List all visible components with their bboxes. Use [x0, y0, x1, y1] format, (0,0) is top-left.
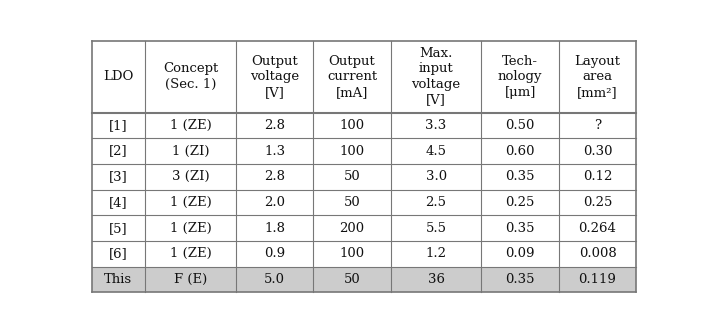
Text: 3.3: 3.3	[425, 119, 447, 132]
Text: [5]: [5]	[109, 222, 128, 235]
Text: 1 (ZE): 1 (ZE)	[170, 222, 212, 235]
Text: Max.
input
voltage
[V]: Max. input voltage [V]	[412, 47, 461, 107]
Text: 5.0: 5.0	[264, 273, 285, 286]
Text: 100: 100	[339, 248, 365, 260]
Text: [4]: [4]	[109, 196, 128, 209]
Text: 0.35: 0.35	[506, 170, 535, 183]
Text: [6]: [6]	[109, 248, 128, 260]
Text: 1.2: 1.2	[425, 248, 447, 260]
Text: 0.50: 0.50	[506, 119, 535, 132]
Text: 5.5: 5.5	[425, 222, 447, 235]
Text: 3 (ZI): 3 (ZI)	[172, 170, 209, 183]
Text: 100: 100	[339, 119, 365, 132]
Text: 2.8: 2.8	[264, 119, 285, 132]
Text: [3]: [3]	[109, 170, 128, 183]
Text: 2.5: 2.5	[425, 196, 447, 209]
Text: 0.35: 0.35	[506, 273, 535, 286]
Text: 2.0: 2.0	[264, 196, 285, 209]
Text: 0.9: 0.9	[264, 248, 285, 260]
Text: 0.119: 0.119	[579, 273, 616, 286]
Text: 0.30: 0.30	[583, 145, 612, 158]
Text: Output
current
[mA]: Output current [mA]	[327, 55, 377, 99]
Text: 0.60: 0.60	[506, 145, 535, 158]
Text: ?: ?	[594, 119, 601, 132]
Text: 4.5: 4.5	[425, 145, 447, 158]
Text: 1.8: 1.8	[264, 222, 285, 235]
Text: 0.25: 0.25	[506, 196, 535, 209]
Text: 1.3: 1.3	[264, 145, 285, 158]
Text: 0.25: 0.25	[583, 196, 612, 209]
Text: 1 (ZE): 1 (ZE)	[170, 119, 212, 132]
Text: 0.35: 0.35	[506, 222, 535, 235]
Text: 1 (ZE): 1 (ZE)	[170, 196, 212, 209]
Text: 36: 36	[427, 273, 444, 286]
Bar	[92, 267, 636, 292]
Text: 50: 50	[344, 170, 361, 183]
Text: 100: 100	[339, 145, 365, 158]
Text: Layout
area
[mm²]: Layout area [mm²]	[574, 55, 621, 99]
Text: 0.12: 0.12	[583, 170, 612, 183]
Text: 0.264: 0.264	[579, 222, 616, 235]
Text: Tech-
nology
[μm]: Tech- nology [μm]	[498, 55, 542, 99]
Text: 50: 50	[344, 273, 361, 286]
Text: 50: 50	[344, 196, 361, 209]
Text: 3.0: 3.0	[425, 170, 447, 183]
Text: 1 (ZI): 1 (ZI)	[172, 145, 209, 158]
Text: [2]: [2]	[109, 145, 128, 158]
Text: F (E): F (E)	[174, 273, 207, 286]
Text: 2.8: 2.8	[264, 170, 285, 183]
Text: Concept
(Sec. 1): Concept (Sec. 1)	[163, 62, 218, 91]
Text: 0.008: 0.008	[579, 248, 616, 260]
Text: 200: 200	[339, 222, 365, 235]
Text: This: This	[104, 273, 133, 286]
Text: [1]: [1]	[109, 119, 128, 132]
Text: 1 (ZE): 1 (ZE)	[170, 248, 212, 260]
Text: Output
voltage
[V]: Output voltage [V]	[250, 55, 299, 99]
Text: LDO: LDO	[103, 70, 133, 83]
Text: 0.09: 0.09	[506, 248, 535, 260]
